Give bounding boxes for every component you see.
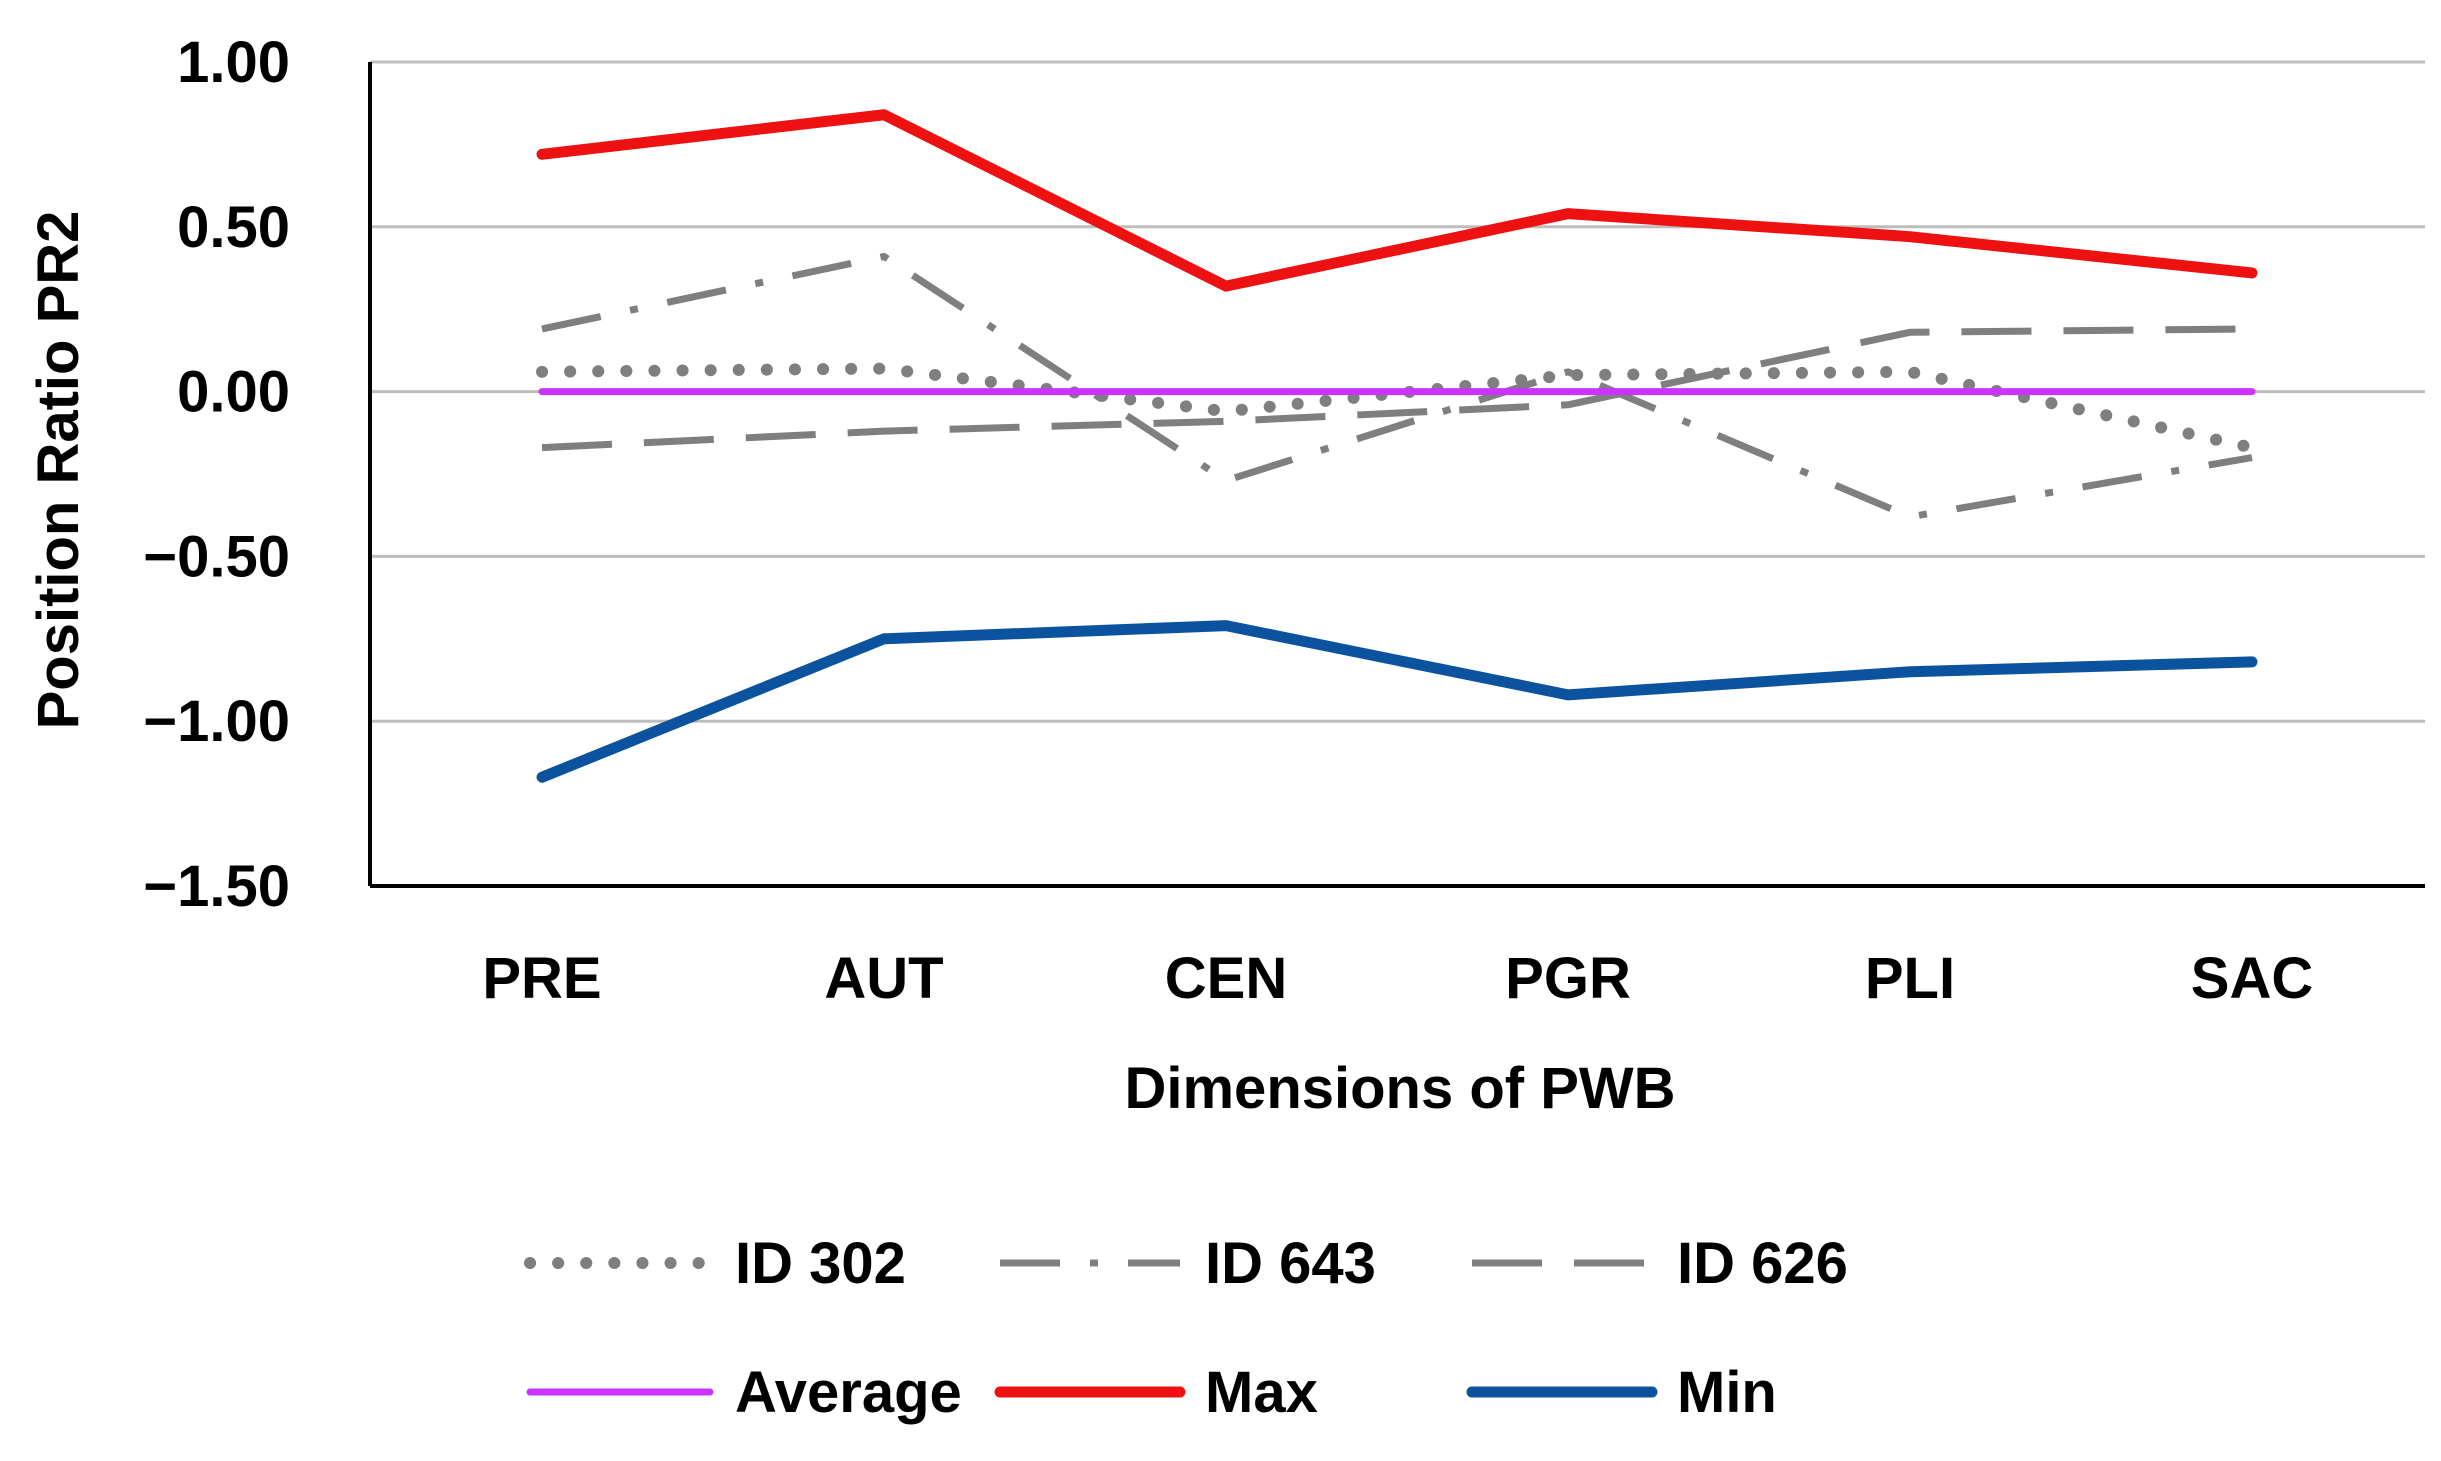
series-lines [536, 109, 2258, 783]
legend-label: ID 626 [1677, 1231, 1848, 1296]
legend-label: ID 302 [735, 1231, 906, 1296]
y-tick-label: 0.50 [177, 195, 290, 260]
y-tick-labels: 1.00 0.50 0.00 −0.50 −1.00 −1.50 [143, 30, 290, 919]
x-tick-label: AUT [824, 946, 943, 1011]
legend: ID 302 ID 643 ID 626 Average Max Min [524, 1231, 1848, 1425]
y-axis-title: Position Ratio PR2 [26, 211, 91, 730]
legend-label: Average [735, 1360, 962, 1425]
legend-label: Max [1205, 1360, 1318, 1425]
series-line-min [536, 620, 2258, 783]
axes [368, 62, 2425, 888]
x-axis-title: Dimensions of PWB [1124, 1056, 1675, 1121]
x-tick-label: SAC [2191, 946, 2313, 1011]
series-line-max [536, 109, 2258, 292]
series-line-id-643 [541, 252, 2253, 521]
legend-label: Min [1677, 1360, 1777, 1425]
y-tick-label: −1.00 [143, 689, 290, 754]
y-tick-label: −0.50 [143, 524, 290, 589]
y-tick-label: −1.50 [143, 854, 290, 919]
y-tick-label: 0.00 [177, 360, 290, 425]
x-tick-label: PRE [482, 946, 601, 1011]
y-tick-label: 1.00 [177, 30, 290, 95]
x-tick-label: PLI [1865, 946, 1955, 1011]
series-line-id-302 [536, 362, 2258, 454]
x-tick-label: CEN [1165, 946, 1287, 1011]
x-tick-label: PGR [1505, 946, 1631, 1011]
series-line-id-626 [541, 325, 2253, 452]
x-tick-labels: PRE AUT CEN PGR PLI SAC [482, 946, 2313, 1011]
legend-label: ID 643 [1205, 1231, 1376, 1296]
